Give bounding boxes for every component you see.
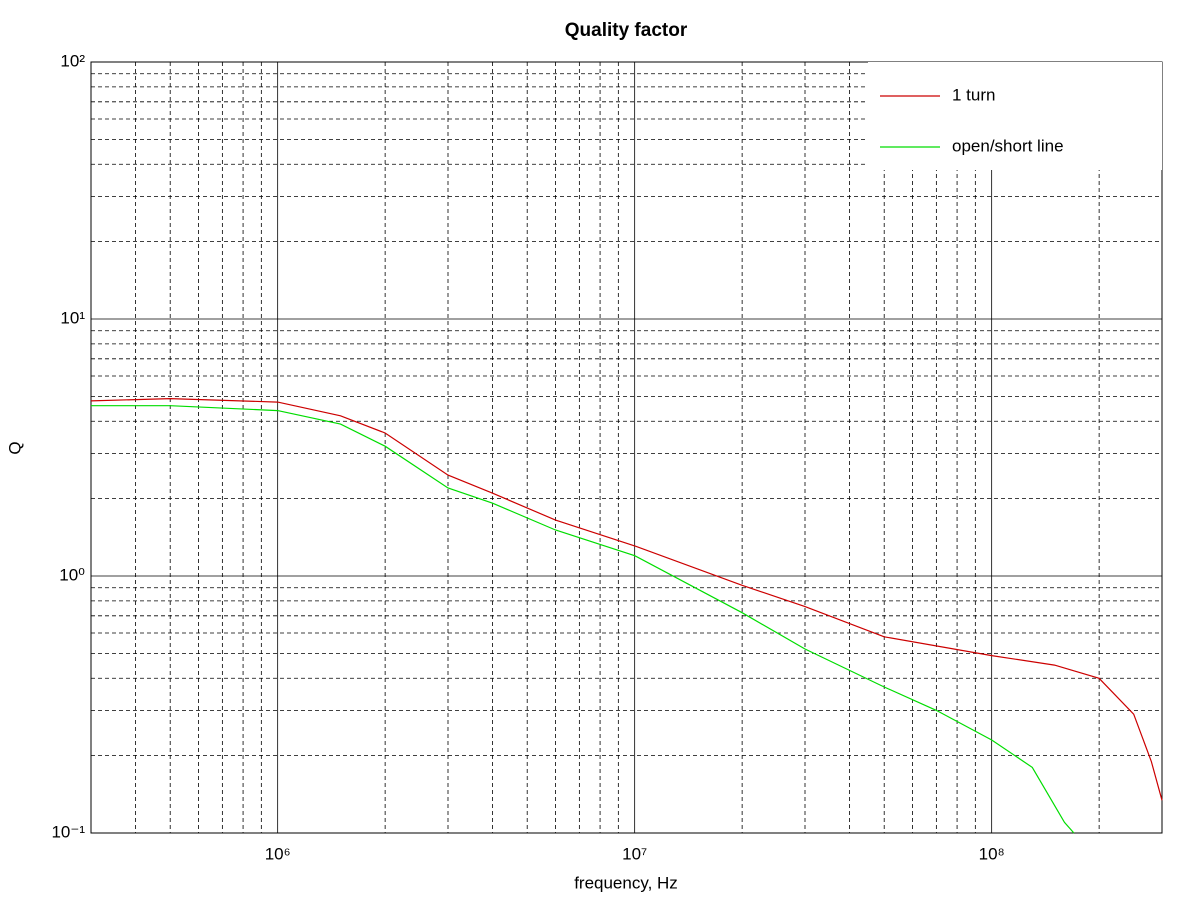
y-tick-label: 10¹ <box>60 308 85 327</box>
legend-box <box>868 62 1162 170</box>
series-line <box>91 405 1075 834</box>
x-tick-label: 10⁸ <box>979 844 1005 863</box>
legend-label: 1 turn <box>952 85 995 104</box>
chart-title: Quality factor <box>565 20 688 41</box>
y-tick-label: 10⁰ <box>59 565 85 584</box>
legend-label: open/short line <box>952 136 1064 155</box>
y-axis-label: Q <box>5 441 24 454</box>
y-tick-label: 10⁻¹ <box>51 822 85 841</box>
x-tick-label: 10⁶ <box>265 844 291 863</box>
x-tick-label: 10⁷ <box>622 844 647 863</box>
plot-area <box>91 61 1162 834</box>
y-tick-label: 10² <box>60 51 85 70</box>
plot-frame <box>90 61 1163 834</box>
plot-background <box>91 62 1162 833</box>
x-axis-label: frequency, Hz <box>574 873 678 892</box>
series-line <box>90 397 1163 801</box>
